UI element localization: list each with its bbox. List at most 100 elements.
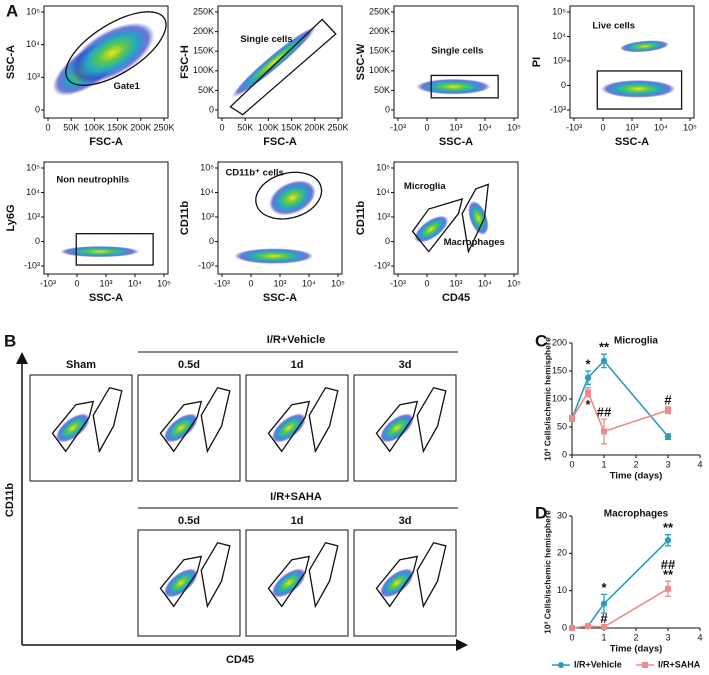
series-line [571,359,669,438]
group-title: I/R+Vehicle [267,334,325,346]
series-line [571,390,669,433]
density-cloud [379,413,414,443]
significance-label: ** [599,340,610,355]
data-point [665,585,671,592]
chart-title: Macrophages [604,509,669,520]
series-line [571,539,669,629]
y-tick-label: 250K [369,6,390,16]
data-point [585,389,591,396]
x-tick-label: 2 [633,459,638,469]
gate-label: Single cells [431,45,483,56]
x-axis-label: FSC-A [263,136,297,148]
x-tick-label: 10³ [273,278,286,288]
x-tick-label: 200K [130,122,151,132]
density-cloud [231,26,316,98]
y-tick-label: 200 [552,337,567,347]
x-tick-label: -10³ [214,278,230,288]
x-tick-label: 50K [237,122,253,132]
x-tick-label: -10³ [390,278,406,288]
y-tick-label: 0 [385,236,390,246]
density-cloud [163,413,198,443]
x-axis-label: SSC-A [439,136,473,148]
y-tick-label: 10³ [377,211,390,221]
panel-label: B [4,331,16,350]
x-tick-label: 10⁴ [654,122,668,132]
density-cloud [60,246,140,258]
x-tick-label: 200K [304,122,325,132]
x-tick-label: 0 [248,278,253,288]
y-tick-label: 150 [552,365,567,375]
y-tick-label: 50K [198,85,214,95]
gate [375,400,419,453]
series-line [571,588,669,629]
x-tick-label: 10³ [99,278,112,288]
y-axis-label: 10³ Cells/ischemic hemisphere [542,337,552,461]
x-tick-label: 0 [424,122,429,132]
x-tick-label: 50K [63,122,79,132]
y-axis-label: 10³ Cells/ischemic hemisphere [542,510,552,634]
legend-label: I/R+SAHA [658,659,701,669]
gate [92,386,123,454]
x-tick-label: 10⁵ [683,122,697,132]
data-point [569,415,575,422]
y-tick-label: 10⁵ [376,162,390,172]
y-tick-label: 10⁴ [552,31,566,41]
x-axis-label: CD45 [442,292,470,304]
column-label: Sham [66,359,96,371]
density-cloud [234,248,314,264]
x-tick-label: 100K [258,122,279,132]
y-tick-label: 200K [193,26,214,36]
chart-title: Microglia [614,336,658,347]
data-point [665,407,671,414]
density-cloud [468,200,489,236]
x-axis-label: SSC-A [89,292,123,304]
y-tick-label: 100K [193,65,214,75]
x-tick-label: 10⁵ [331,278,345,288]
data-point [569,625,575,631]
y-tick-label: 10⁴ [200,187,214,197]
x-axis-label: CD45 [226,654,254,666]
data-point [664,537,672,544]
y-tick-label: 100 [552,393,567,403]
significance-label: ** [663,520,674,535]
x-tick-label: 250K [153,122,174,132]
y-axis-label: SSC-W [355,43,367,80]
x-tick-label: 150K [107,122,128,132]
gate [75,233,154,266]
data-point [584,374,592,381]
x-tick-label: 10⁵ [507,278,521,288]
data-point [600,357,608,365]
y-axis-label: PI [531,57,543,67]
x-tick-label: 10⁵ [507,122,521,132]
x-tick-label: -10³ [390,122,406,132]
y-tick-label: 10³ [27,72,40,82]
density-cloud [416,78,491,95]
x-tick-label: 0 [600,122,605,132]
y-tick-label: 0 [561,80,566,90]
x-axis-label: Time (days) [610,471,663,482]
gate [430,74,499,99]
gate [200,541,231,609]
group-title: I/R+SAHA [270,491,322,503]
gate [416,541,447,609]
y-tick-label: 10 [557,585,567,595]
y-tick-label: -10³ [374,260,390,270]
gate-label: Non neutrophils [56,174,129,185]
gate [159,400,203,453]
y-tick-label: 200K [369,26,390,36]
y-tick-label: 0 [209,236,214,246]
y-tick-label: 50K [374,85,390,95]
x-tick-label: 10⁴ [478,278,492,288]
significance-label: ## [661,557,676,572]
x-tick-label: 0 [569,632,574,642]
x-tick-label: 10⁵ [157,278,171,288]
column-label: 1d [291,515,304,527]
gate-label: CD11b⁺ cells [225,168,283,179]
density-cloud [69,22,155,84]
plot-frame [393,161,519,275]
x-tick-label: 3 [665,459,670,469]
column-label: 3d [399,359,412,371]
gate [416,386,447,454]
column-label: 0.5d [178,515,200,527]
legend-label: I/R+Vehicle [574,659,622,669]
